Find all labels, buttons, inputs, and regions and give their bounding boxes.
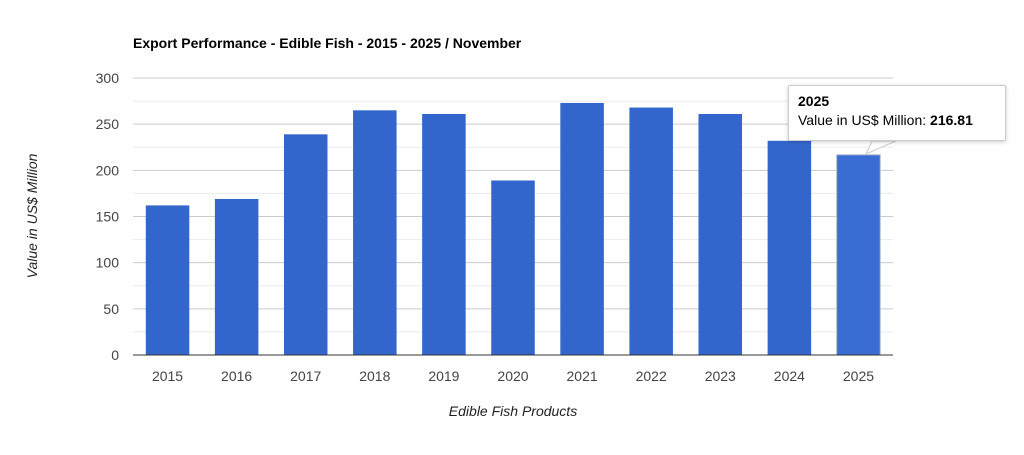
x-tick-label: 2022	[636, 368, 667, 384]
tooltip-label: Value in US$ Million:	[798, 112, 931, 128]
x-tick-label: 2024	[774, 368, 805, 384]
bar-2020[interactable]	[491, 180, 535, 355]
x-axis-label: Edible Fish Products	[449, 403, 577, 419]
y-tick-label: 0	[111, 347, 119, 363]
y-axis-label: Value in US$ Million	[24, 153, 40, 278]
bar-2021[interactable]	[560, 102, 604, 356]
bar-2023[interactable]	[698, 114, 743, 355]
x-axis-ticks: 2015 2016 2017 2018 2019 2020 2021 2022 2023 2024…	[152, 368, 874, 384]
x-tick-label: 2020	[497, 368, 528, 384]
bars	[145, 102, 881, 356]
x-tick-label: 2016	[221, 368, 252, 384]
x-tick-label: 2019	[428, 368, 459, 384]
x-tick-label: 2021	[567, 368, 598, 384]
bar-2019[interactable]	[422, 114, 466, 355]
bar-2017[interactable]	[283, 134, 328, 355]
bar-2025[interactable]	[836, 154, 881, 356]
y-tick-label: 100	[96, 255, 120, 271]
bar-2018[interactable]	[353, 110, 397, 355]
y-tick-label: 200	[96, 162, 120, 178]
tooltip-title: 2025	[798, 93, 830, 109]
y-tick-label: 50	[103, 301, 119, 317]
x-tick-label: 2025	[843, 368, 874, 384]
tooltip-value: 216.81	[930, 112, 973, 128]
data-tooltip: 2025 Value in US$ Million: 216.81	[788, 85, 1006, 141]
bar-2015[interactable]	[145, 205, 190, 355]
x-tick-label: 2018	[359, 368, 390, 384]
y-tick-label: 300	[96, 70, 120, 86]
y-tick-label: 150	[96, 209, 120, 225]
bar-2016[interactable]	[214, 198, 259, 355]
bar-2022[interactable]	[629, 107, 673, 356]
chart-title: Export Performance - Edible Fish - 2015 …	[133, 35, 522, 51]
bar-2024[interactable]	[767, 140, 812, 355]
tooltip-body: Value in US$ Million: 216.81	[798, 112, 996, 128]
y-tick-label: 250	[96, 116, 120, 132]
x-tick-label: 2015	[152, 368, 183, 384]
x-tick-label: 2023	[705, 368, 736, 384]
x-tick-label: 2017	[290, 368, 321, 384]
tooltip-tail	[864, 140, 897, 155]
y-axis-ticks: 0 50 100 150 200 250 300	[96, 70, 120, 363]
